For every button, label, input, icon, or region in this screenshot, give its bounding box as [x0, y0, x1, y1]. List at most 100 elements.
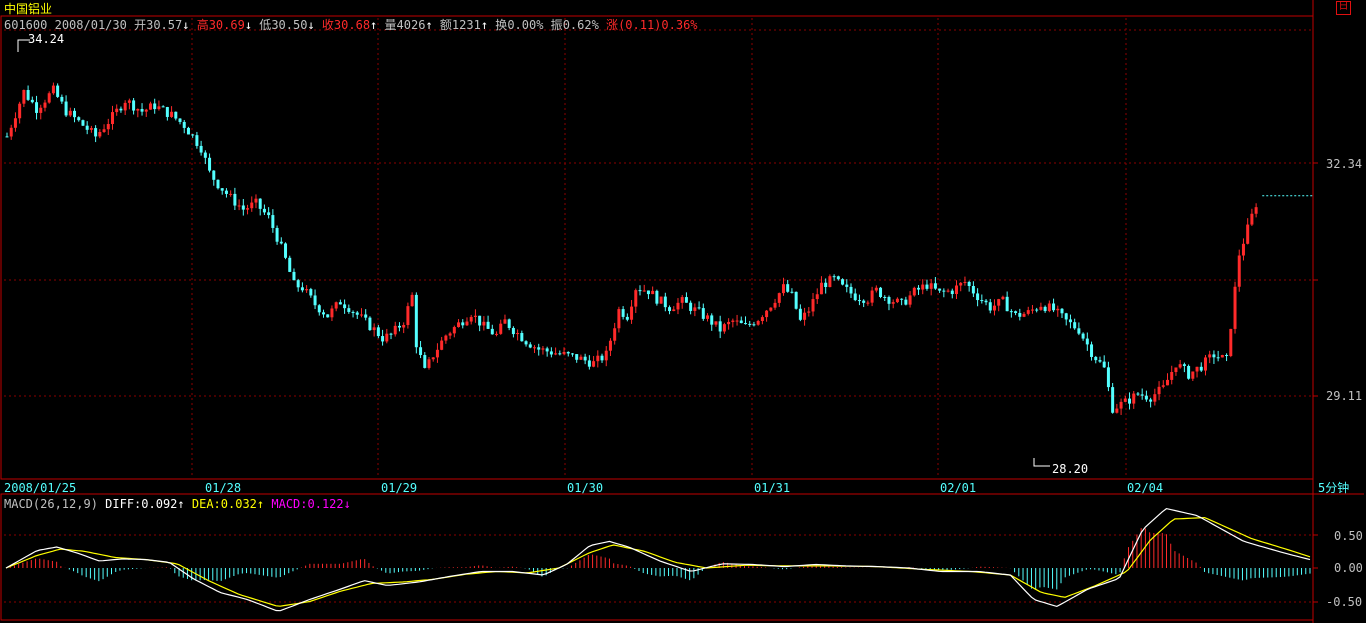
up-candle — [959, 282, 963, 286]
up-candle — [1170, 372, 1174, 380]
up-candle — [895, 298, 899, 303]
macd-label: MACD: — [271, 497, 308, 511]
up-candle — [765, 310, 769, 318]
up-candle — [672, 309, 676, 312]
change-label: 涨 — [606, 18, 619, 32]
down-candle — [1216, 357, 1220, 359]
down-candle — [419, 347, 423, 356]
up-candle — [410, 294, 414, 307]
macd-panel — [5, 507, 1311, 612]
down-candle — [583, 356, 587, 361]
up-candle — [634, 290, 638, 307]
low-value: 30.50 — [271, 18, 308, 32]
down-candle — [689, 302, 693, 311]
down-candle — [570, 353, 574, 355]
up-candle — [465, 321, 469, 326]
down-candle — [684, 297, 688, 303]
up-candle — [385, 333, 389, 342]
open-label: 开 — [134, 18, 147, 32]
up-candle — [47, 93, 51, 103]
up-candle — [39, 107, 43, 113]
macd-tick-label: 0.50 — [1334, 529, 1363, 543]
up-candle — [870, 290, 874, 303]
turnover-value: 0.00% — [507, 18, 544, 32]
down-candle — [1035, 309, 1039, 311]
up-candle — [102, 129, 106, 132]
volume-value: 4026 — [396, 18, 426, 32]
up-candle — [457, 322, 461, 328]
up-candle — [592, 361, 596, 367]
up-candle — [435, 349, 439, 358]
down-candle — [1149, 399, 1153, 402]
up-candle — [735, 320, 739, 322]
down-candle — [849, 286, 853, 294]
diff-line — [5, 507, 1311, 612]
down-candle — [904, 299, 908, 305]
period-selector[interactable]: 5分钟 — [1318, 481, 1350, 495]
diff-label: DIFF: — [105, 497, 142, 511]
down-candle — [836, 276, 840, 280]
price-tick-label: 29.11 — [1326, 389, 1363, 403]
up-candle — [1191, 371, 1195, 379]
macd-tick-label: 0.00 — [1334, 561, 1363, 575]
up-candle — [1123, 398, 1127, 402]
up-candle — [912, 287, 916, 296]
down-candle — [824, 282, 828, 288]
down-candle — [212, 170, 216, 180]
down-candle — [376, 327, 380, 337]
date-tick-label: 02/04 — [1127, 481, 1164, 495]
up-candle — [516, 333, 520, 335]
down-candle — [1090, 344, 1094, 357]
up-candle — [562, 351, 566, 354]
up-candle — [891, 302, 895, 304]
down-candle — [1068, 319, 1072, 323]
down-candle — [195, 135, 199, 146]
change-value: (0.11)0.36% — [618, 18, 698, 32]
down-candle — [748, 323, 752, 325]
down-candle — [1225, 355, 1229, 357]
down-candle — [845, 284, 849, 287]
down-candle — [313, 295, 317, 306]
down-candle — [347, 308, 351, 312]
down-candle — [343, 304, 347, 309]
down-candle — [178, 118, 182, 122]
down-candle — [241, 205, 245, 210]
up-candle — [111, 112, 114, 125]
down-candle — [752, 324, 756, 326]
up-candle — [402, 324, 406, 328]
down-candle — [1140, 394, 1144, 396]
down-candle — [1098, 360, 1102, 362]
daily-window-button[interactable]: 日 — [1336, 1, 1351, 15]
up-candle — [452, 327, 456, 334]
up-candle — [807, 311, 811, 313]
down-candle — [739, 320, 743, 324]
up-candle — [1022, 313, 1026, 317]
up-candle — [18, 103, 22, 119]
up-candle — [144, 109, 148, 112]
up-candle — [1233, 286, 1237, 329]
down-candle — [744, 323, 747, 325]
quote-date: 2008/01/30 — [54, 18, 127, 32]
up-candle — [157, 106, 161, 110]
up-candle — [1047, 303, 1051, 312]
down-candle — [288, 257, 292, 272]
down-candle — [1187, 365, 1191, 379]
down-candle — [461, 322, 465, 326]
up-candle — [1119, 401, 1123, 409]
down-candle — [1085, 338, 1089, 345]
up-candle — [372, 327, 376, 331]
up-arrow-icon: ↑ — [177, 497, 185, 511]
down-candle — [600, 355, 604, 361]
quote-line: 601600 2008/01/30 开30.57↓ 高30.69↓ 低30.50… — [4, 18, 698, 32]
amplitude-value: 0.62% — [562, 18, 599, 32]
down-candle — [794, 291, 798, 309]
down-candle — [511, 327, 515, 335]
down-candle — [668, 307, 672, 312]
up-candle — [1178, 364, 1182, 368]
up-candle — [106, 124, 110, 130]
down-candle — [971, 285, 975, 294]
down-candle — [1005, 296, 1009, 312]
down-candle — [216, 179, 220, 189]
up-candle — [963, 281, 967, 283]
